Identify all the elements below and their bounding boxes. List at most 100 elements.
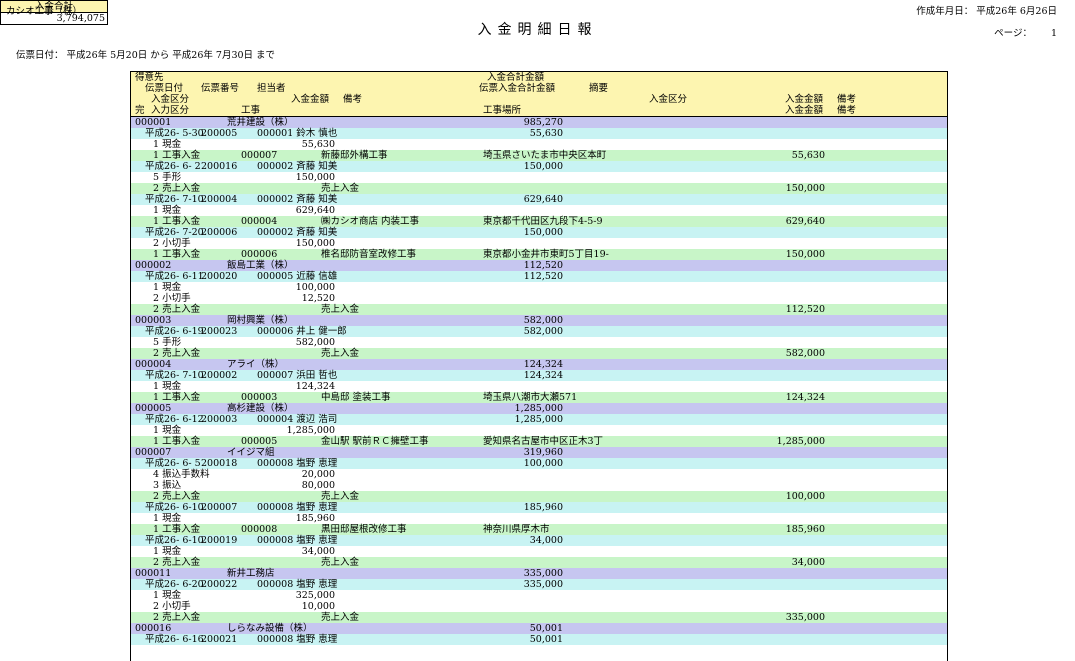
header-summary: 摘要 xyxy=(589,83,609,94)
slip-row: 平成26- 7-10 200004 000002 斉藤 知美 629,640 xyxy=(131,194,947,205)
input-site: 神奈川県厚木市 xyxy=(483,524,550,535)
slip-amount: 50,001 xyxy=(529,634,563,645)
input-work: ㈱カシオ商店 内装工事 xyxy=(321,216,420,227)
input-row: 1 工事入金 000007 新藤邸外構工事 埼玉県さいたま市中央区本町 55,630 xyxy=(131,150,947,161)
customer-name: 新井工務店 xyxy=(227,568,275,579)
header-slip-date: 伝票日付 xyxy=(145,83,184,94)
company-name: カシオ工事（株） xyxy=(6,6,83,17)
input-row: 2 売上入金 売上入金 335,000 xyxy=(131,612,947,623)
input-work: 新藤邸外構工事 xyxy=(321,150,388,161)
slip-no: 200003 xyxy=(201,414,238,425)
payment-type: 5 手形 xyxy=(153,172,182,183)
customer-row: 000016 しらなみ設備（株） 50,001 xyxy=(131,623,947,634)
input-kind: 1 工事入金 xyxy=(153,392,201,403)
input-kind: 2 売上入金 xyxy=(153,304,201,315)
slip-date: 平成26- 6-10 xyxy=(145,535,204,546)
customer-name: しらなみ設備（株） xyxy=(227,623,313,634)
input-code: 000006 xyxy=(241,249,278,260)
payment-row: 1 現金 629,640 xyxy=(131,205,947,216)
input-kind: 1 工事入金 xyxy=(153,249,201,260)
input-kind: 2 売上入金 xyxy=(153,183,201,194)
input-code: 000008 xyxy=(241,524,278,535)
input-kind: 1 工事入金 xyxy=(153,436,201,447)
customer-row: 000001 荒井建設（株） 985,270 xyxy=(131,117,947,128)
slip-no: 200018 xyxy=(201,458,238,469)
input-site: 埼玉県さいたま市中央区本町 xyxy=(483,150,607,161)
table-body: 000001 荒井建設（株） 985,270 平成26- 5-30 200005 0000… xyxy=(131,117,947,645)
page-label: ページ： xyxy=(994,28,1032,39)
payment-type: 1 現金 xyxy=(153,425,182,436)
slip-amount: 55,630 xyxy=(529,128,563,139)
payment-row: 2 小切手 150,000 xyxy=(131,238,947,249)
customer-code: 000002 xyxy=(135,260,172,271)
input-site: 愛知県名古屋市中区正木3丁 xyxy=(483,436,604,447)
slip-date: 平成26- 5-30 xyxy=(145,128,204,139)
input-amount: 124,324 xyxy=(785,392,825,403)
slip-amount: 1,285,000 xyxy=(514,414,563,425)
header-amount-2: 入金金額 xyxy=(785,94,824,105)
customer-row: 000005 高杉建設（株） 1,285,000 xyxy=(131,403,947,414)
slip-staff: 000005 近藤 信雄 xyxy=(257,271,338,282)
customer-row: 000011 新井工務店 335,000 xyxy=(131,568,947,579)
slip-staff: 000008 塩野 恵理 xyxy=(257,579,338,590)
slip-date: 平成26- 6- 2 xyxy=(145,161,201,172)
payment-amount: 150,000 xyxy=(295,238,335,249)
header-input-type: 入力区分 xyxy=(151,105,190,116)
payment-amount: 55,630 xyxy=(301,139,335,150)
header-note-2: 備考 xyxy=(837,94,857,105)
slip-staff: 000004 渡辺 浩司 xyxy=(257,414,338,425)
input-work: 売上入金 xyxy=(321,612,360,623)
slip-row: 平成26- 6-16 200021 000008 塩野 恵理 50,001 xyxy=(131,634,947,645)
input-site: 東京都千代田区九段下4-5-9 xyxy=(483,216,603,227)
customer-row: 000007 イイジマ組 319,960 xyxy=(131,447,947,458)
slip-no: 200019 xyxy=(201,535,238,546)
payment-row: 3 振込 80,000 xyxy=(131,480,947,491)
slip-no: 200016 xyxy=(201,161,238,172)
slip-amount: 185,960 xyxy=(523,502,563,513)
report-title: 入金明細日報 xyxy=(477,22,598,38)
input-site: 埼玉県八潮市大瀬571 xyxy=(483,392,578,403)
input-work: 売上入金 xyxy=(321,183,360,194)
input-row: 1 工事入金 000006 椎名邸防音室改修工事 東京都小金井市東町5丁目19- 150… xyxy=(131,249,947,260)
slip-date: 平成26- 6-11 xyxy=(145,271,204,282)
payment-row: 1 現金 325,000 xyxy=(131,590,947,601)
header-customer-amount: 入金合計金額 xyxy=(487,72,545,83)
customer-total: 985,270 xyxy=(523,117,563,128)
input-row: 1 工事入金 000003 中島邸 塗装工事 埼玉県八潮市大瀬571 124,324 xyxy=(131,392,947,403)
input-amount: 150,000 xyxy=(785,183,825,194)
slip-no: 200020 xyxy=(201,271,238,282)
payment-amount: 150,000 xyxy=(295,172,335,183)
input-work: 椎名邸防音室改修工事 xyxy=(321,249,417,260)
page-indicator: ページ： 1 xyxy=(994,28,1057,40)
slip-staff: 000006 井上 健一郎 xyxy=(257,326,347,337)
payment-amount: 10,000 xyxy=(301,601,335,612)
slip-amount: 150,000 xyxy=(523,161,563,172)
payment-type: 2 小切手 xyxy=(153,601,191,612)
payment-amount: 582,000 xyxy=(295,337,335,348)
input-kind: 1 工事入金 xyxy=(153,524,201,535)
payment-row: 1 現金 34,000 xyxy=(131,546,947,557)
input-row: 1 工事入金 000004 ㈱カシオ商店 内装工事 東京都千代田区九段下4-5-9 62… xyxy=(131,216,947,227)
slip-amount: 112,520 xyxy=(523,271,563,282)
customer-total: 50,001 xyxy=(529,623,563,634)
input-amount: 582,000 xyxy=(785,348,825,359)
slip-amount: 100,000 xyxy=(523,458,563,469)
input-work: 中島邸 塗装工事 xyxy=(321,392,391,403)
slip-date: 平成26- 6-12 xyxy=(145,414,204,425)
input-kind: 1 工事入金 xyxy=(153,216,201,227)
payment-row: 2 小切手 12,520 xyxy=(131,293,947,304)
input-kind: 2 売上入金 xyxy=(153,348,201,359)
header-slip-no: 伝票番号 xyxy=(201,83,240,94)
customer-code: 000016 xyxy=(135,623,172,634)
customer-total: 112,520 xyxy=(523,260,563,271)
page-number: 1 xyxy=(1050,28,1057,39)
slip-row: 平成26- 6-12 200003 000004 渡辺 浩司 1,285,000 xyxy=(131,414,947,425)
input-row: 2 売上入金 売上入金 112,520 xyxy=(131,304,947,315)
customer-total: 1,285,000 xyxy=(514,403,563,414)
payment-row: 4 振込手数料 20,000 xyxy=(131,469,947,480)
input-kind: 2 売上入金 xyxy=(153,491,201,502)
customer-total: 124,324 xyxy=(523,359,563,370)
slip-staff: 000001 鈴木 慎也 xyxy=(257,128,338,139)
input-row: 2 売上入金 売上入金 150,000 xyxy=(131,183,947,194)
slip-row: 平成26- 7-10 200002 000007 浜田 哲也 124,324 xyxy=(131,370,947,381)
